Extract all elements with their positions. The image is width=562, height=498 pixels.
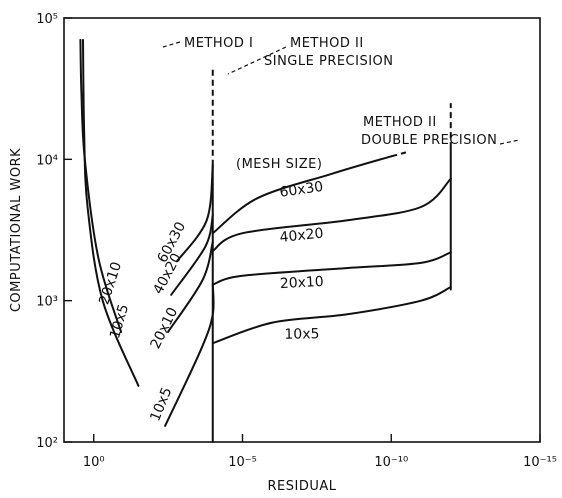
series-labels: 20x1010x560x3040x2020x1010x560x3040x2020… [96, 179, 324, 424]
x-tick-label: 10⁰ [83, 455, 105, 470]
method2-double-60x30-dashed [390, 151, 407, 158]
series-method2-single-20x10 [167, 241, 214, 333]
method2-double-annotation-line1: METHOD II [363, 115, 437, 130]
method2-single-arrow [227, 46, 287, 75]
series-label: 20x10 [148, 305, 182, 351]
y-tick-label: 10⁴ [36, 153, 58, 168]
series-method2-double-40x20 [211, 177, 452, 252]
series-method2-double-20x10 [211, 251, 452, 286]
method2-double-annotation-line2: DOUBLE PRECISION [361, 133, 497, 148]
series-label: 10x5 [107, 302, 132, 340]
y-axis-title: COMPUTATIONAL WORK [9, 148, 24, 312]
series-label: 10x5 [147, 385, 175, 423]
mesh-size-annotation: (MESH SIZE) [236, 157, 322, 172]
method1-arrow [162, 41, 181, 48]
x-axis-title: RESIDUAL [268, 479, 337, 494]
x-tick-label: 10⁻¹⁵ [523, 455, 557, 470]
method2-single-annotation-line2: SINGLE PRECISION [264, 54, 394, 69]
series-label: 20x10 [279, 274, 324, 292]
tick-labels: 10⁰ 10⁻⁵ 10⁻¹⁰ 10⁻¹⁵ 10² 10³ 10⁴ 10⁵ [36, 12, 557, 470]
y-tick-label: 10² [36, 436, 58, 451]
y-tick-label: 10⁵ [36, 12, 58, 27]
series-label: 60x30 [279, 179, 325, 201]
series-method2-double-60x30 [211, 155, 393, 235]
series-label: 10x5 [284, 326, 319, 343]
method2-double-arrow [499, 139, 520, 145]
x-tick-label: 10⁻⁵ [228, 455, 257, 470]
series-group [79, 38, 452, 443]
series-label: 40x20 [279, 225, 324, 246]
y-tick-label: 10³ [36, 295, 58, 310]
plot-frame [63, 17, 541, 443]
series-method2-double-10x5 [211, 286, 452, 345]
method1-annotation: METHOD I [184, 36, 253, 51]
series-method2-single-10x5 [164, 283, 215, 427]
series-method2-single-60x30 [175, 164, 214, 263]
series-method1-10x5 [82, 38, 140, 387]
x-tick-label: 10⁻¹⁰ [374, 455, 408, 470]
tick-marks [64, 17, 541, 443]
method2-single-annotation-line1: METHOD II [290, 36, 364, 51]
